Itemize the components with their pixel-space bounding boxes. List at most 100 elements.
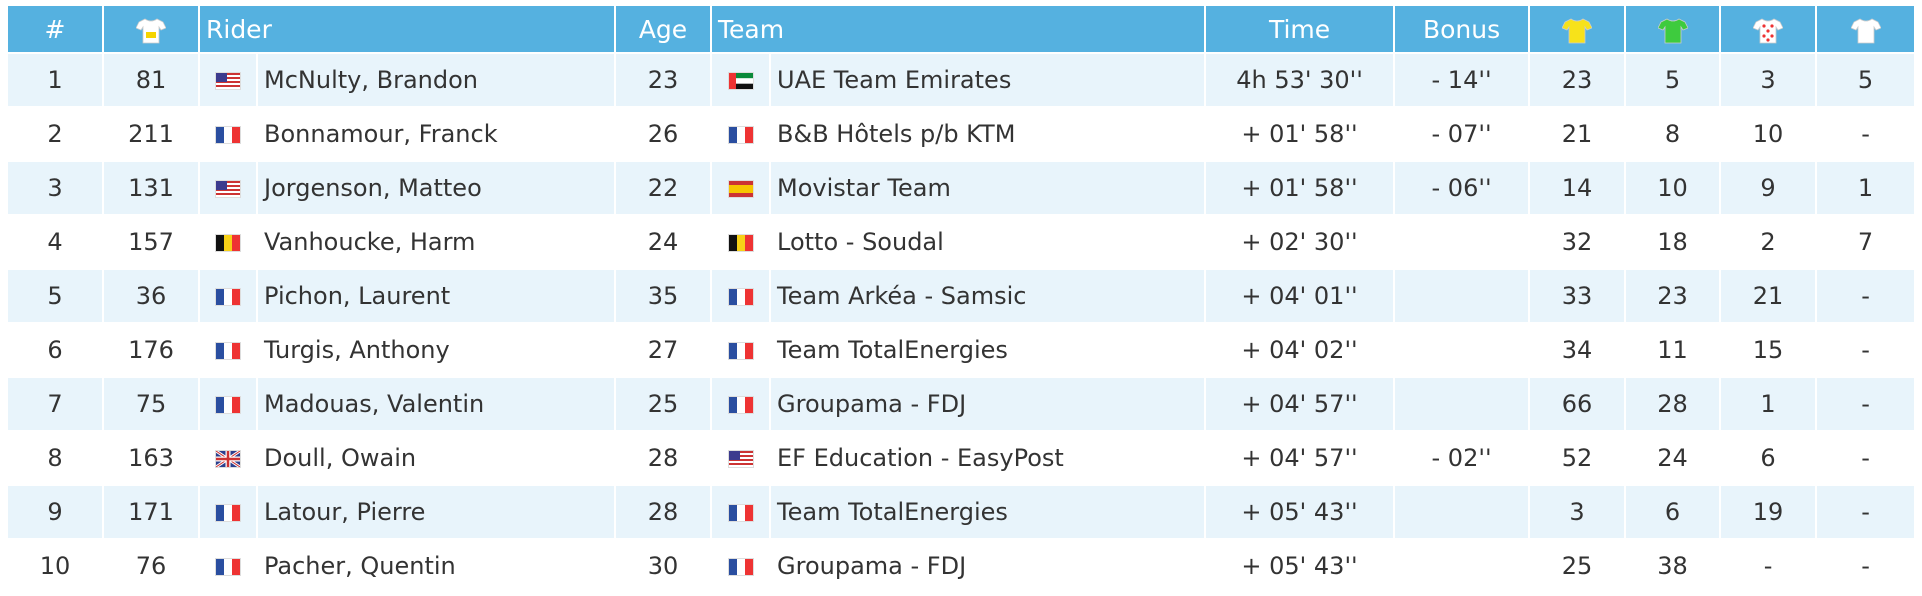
polka-rank: 21 (1719, 268, 1818, 324)
white-rank: - (1815, 268, 1917, 324)
flag-cell (710, 484, 772, 540)
rider-name[interactable]: Doull, Owain (255, 430, 617, 486)
rank: 1 (6, 52, 104, 108)
flag-cell (710, 538, 772, 594)
time: + 01' 58'' (1204, 106, 1396, 162)
rank: 9 (6, 484, 104, 540)
flag (727, 558, 754, 576)
green-rank: 5 (1624, 52, 1722, 108)
header-time[interactable]: Time (1204, 4, 1396, 54)
bib: 76 (102, 538, 200, 594)
header-rider[interactable]: Rider (197, 4, 617, 54)
jersey-icon (1752, 18, 1784, 43)
jersey-icon (1561, 18, 1593, 43)
rider-name[interactable]: Madouas, Valentin (255, 376, 617, 432)
flag-cell (710, 322, 772, 378)
flag-cell (710, 214, 772, 270)
bib: 75 (102, 376, 200, 432)
yellow-rank: 3 (1528, 484, 1627, 540)
flag (215, 180, 241, 198)
header-age[interactable]: Age (614, 4, 713, 54)
bonus (1393, 214, 1531, 270)
team-name[interactable]: B&B Hôtels p/b KTM (769, 106, 1207, 162)
time: + 04' 02'' (1204, 322, 1396, 378)
team-name[interactable]: Groupama - FDJ (769, 376, 1207, 432)
flag (215, 449, 241, 469)
polka-rank: 19 (1719, 484, 1818, 540)
flag (727, 342, 754, 360)
green-rank: 23 (1624, 268, 1722, 324)
age: 28 (614, 484, 713, 540)
rider-name[interactable]: Jorgenson, Matteo (255, 160, 617, 216)
team-name[interactable]: Movistar Team (769, 160, 1207, 216)
bonus (1393, 538, 1531, 594)
time: 4h 53' 30'' (1204, 52, 1396, 108)
jersey-icon (1849, 18, 1882, 43)
polka-rank: 3 (1719, 52, 1818, 108)
polka-rank: 6 (1719, 430, 1818, 486)
flag (215, 396, 241, 414)
flag-cell (710, 376, 772, 432)
bonus (1393, 322, 1531, 378)
flag (215, 126, 241, 144)
flag-cell (710, 160, 772, 216)
white-rank: 5 (1815, 52, 1917, 108)
age: 23 (614, 52, 713, 108)
time: + 02' 30'' (1204, 214, 1396, 270)
flag (727, 234, 754, 252)
header-rank: # (6, 4, 104, 54)
bonus: - 02'' (1393, 430, 1531, 486)
yellow-rank: 52 (1528, 430, 1627, 486)
age: 27 (614, 322, 713, 378)
rider-name[interactable]: Latour, Pierre (255, 484, 617, 540)
green-rank: 28 (1624, 376, 1722, 432)
rider-name[interactable]: Pacher, Quentin (255, 538, 617, 594)
rank: 2 (6, 106, 104, 162)
bib: 176 (102, 322, 200, 378)
polka-rank: 2 (1719, 214, 1818, 270)
white-rank: - (1815, 538, 1917, 594)
team-name[interactable]: Team TotalEnergies (769, 322, 1207, 378)
flag-cell (198, 160, 258, 216)
results-table: # Rider Age Team Time Bonus 1 81 McNulty, … (6, 4, 1917, 594)
jersey-icon (1656, 18, 1689, 43)
header-team[interactable]: Team (710, 4, 1207, 54)
team-name[interactable]: Team TotalEnergies (769, 484, 1207, 540)
yellow-rank: 34 (1528, 322, 1627, 378)
rider-name[interactable]: McNulty, Brandon (255, 52, 617, 108)
flag-cell (710, 268, 772, 324)
age: 26 (614, 106, 713, 162)
team-name[interactable]: EF Education - EasyPost (769, 430, 1207, 486)
yellow-rank: 33 (1528, 268, 1627, 324)
rider-name[interactable]: Vanhoucke, Harm (255, 214, 617, 270)
header-row: # Rider Age Team Time Bonus (6, 4, 1917, 54)
rider-name[interactable]: Bonnamour, Franck (255, 106, 617, 162)
flag (215, 342, 241, 360)
rider-name[interactable]: Turgis, Anthony (255, 322, 617, 378)
bib: 163 (102, 430, 200, 486)
white-rank: - (1815, 106, 1917, 162)
team-name[interactable]: Groupama - FDJ (769, 538, 1207, 594)
bib: 157 (102, 214, 200, 270)
flag (215, 288, 241, 306)
flag-cell (198, 322, 258, 378)
result-row: 3 131 Jorgenson, Matteo 22 Movistar Team + 01… (6, 160, 1917, 216)
green-rank: 24 (1624, 430, 1722, 486)
header-bonus: Bonus (1393, 4, 1531, 54)
time: + 01' 58'' (1204, 160, 1396, 216)
result-row: 9 171 Latour, Pierre 28 Team TotalEnergies + … (6, 484, 1917, 540)
team-name[interactable]: Team Arkéa - Samsic (769, 268, 1207, 324)
rank: 3 (6, 160, 104, 216)
team-name[interactable]: Lotto - Soudal (769, 214, 1207, 270)
flag (727, 396, 754, 414)
bonus (1393, 376, 1531, 432)
flag (727, 504, 754, 522)
yellow-rank: 23 (1528, 52, 1627, 108)
result-row: 7 75 Madouas, Valentin 25 Groupama - FDJ + 04… (6, 376, 1917, 432)
team-name[interactable]: UAE Team Emirates (769, 52, 1207, 108)
rider-name[interactable]: Pichon, Laurent (255, 268, 617, 324)
green-rank: 6 (1624, 484, 1722, 540)
flag (215, 72, 241, 90)
bonus: - 07'' (1393, 106, 1531, 162)
flag (215, 504, 241, 522)
